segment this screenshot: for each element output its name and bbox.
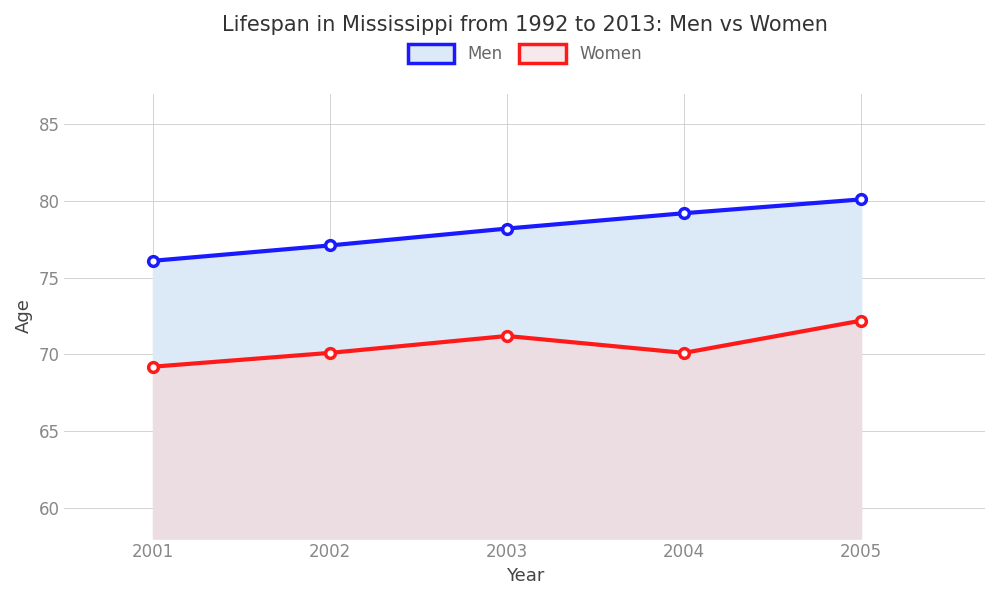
X-axis label: Year: Year bbox=[506, 567, 544, 585]
Y-axis label: Age: Age bbox=[15, 299, 33, 334]
Title: Lifespan in Mississippi from 1992 to 2013: Men vs Women: Lifespan in Mississippi from 1992 to 201… bbox=[222, 15, 828, 35]
Legend: Men, Women: Men, Women bbox=[408, 44, 642, 63]
